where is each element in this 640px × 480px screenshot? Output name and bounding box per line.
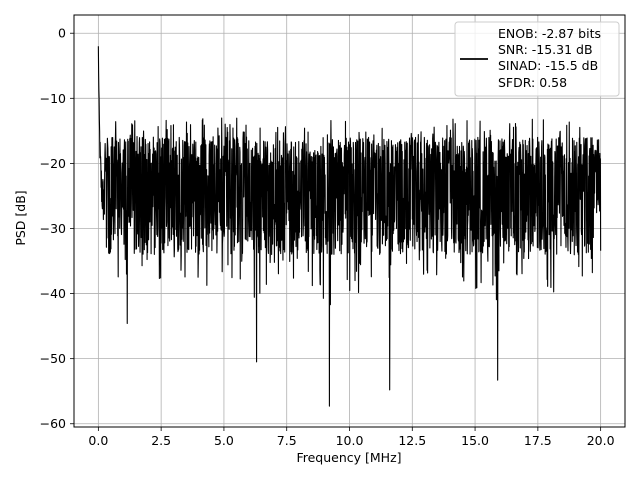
y-tick-label: −50 [40,351,66,366]
x-tick-label: 20.0 [587,433,615,448]
legend-entry-enob: ENOB: -2.87 bits [498,26,601,41]
x-tick-label: 2.5 [151,433,171,448]
y-tick-label: −60 [40,416,66,431]
x-tick-label: 5.0 [214,433,234,448]
legend-entry-sfdr: SFDR: 0.58 [498,75,567,90]
x-axis-label: Frequency [MHz] [296,450,401,465]
y-tick-label: −30 [40,221,66,236]
y-tick-label: −10 [40,91,66,106]
legend-entry-snr: SNR: -15.31 dB [498,42,593,57]
legend: ENOB: -2.87 bits SNR: -15.31 dB SINAD: -… [454,21,620,97]
x-tick-label: 12.5 [398,433,426,448]
x-tick-label: 7.5 [277,433,297,448]
x-tick-label: 17.5 [524,433,552,448]
y-tick-label: 0 [58,26,66,41]
y-axis-label: PSD [dB] [13,190,28,245]
x-tick-label: 10.0 [336,433,364,448]
x-tick-label: 0.0 [88,433,108,448]
psd-line [97,46,602,407]
y-tick-label: −20 [40,156,66,171]
x-axis-ticks: 0.0 2.5 5.0 7.5 10.0 12.5 15.0 17.5 20.0 [88,427,615,448]
x-tick-label: 15.0 [461,433,489,448]
legend-entry-sinad: SINAD: -15.5 dB [498,58,598,73]
legend-box [454,21,620,97]
y-axis-ticks: 0 −10 −20 −30 −40 −50 −60 [40,26,74,431]
psd-series [97,46,602,407]
y-tick-label: −40 [40,286,66,301]
